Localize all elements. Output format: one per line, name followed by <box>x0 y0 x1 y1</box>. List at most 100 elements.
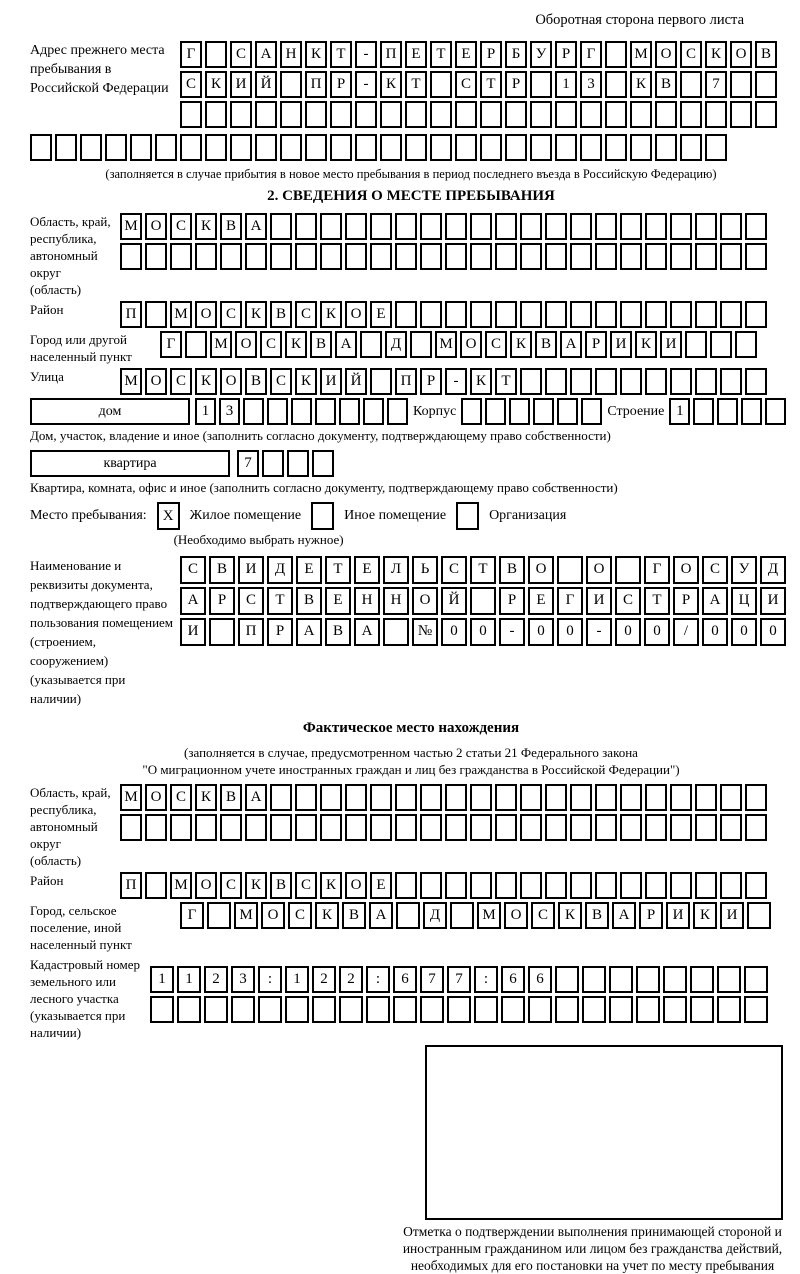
char-cell[interactable] <box>645 213 667 240</box>
char-cell[interactable]: И <box>238 556 264 584</box>
checkbox-other-premises[interactable] <box>311 502 335 530</box>
char-cell[interactable]: 2 <box>312 966 336 993</box>
char-cell[interactable] <box>130 134 152 161</box>
char-cell[interactable]: М <box>120 213 142 240</box>
char-cell[interactable]: К <box>510 331 532 358</box>
char-cell[interactable] <box>205 134 227 161</box>
char-cell[interactable] <box>339 996 363 1023</box>
char-cell[interactable] <box>582 966 606 993</box>
char-cell[interactable] <box>570 213 592 240</box>
char-cell[interactable] <box>395 784 417 811</box>
char-cell[interactable] <box>220 814 242 841</box>
char-cell[interactable]: У <box>731 556 757 584</box>
char-cell[interactable] <box>570 368 592 395</box>
char-cell[interactable] <box>470 213 492 240</box>
char-cell[interactable] <box>495 213 517 240</box>
char-cell[interactable]: К <box>470 368 492 395</box>
char-cell[interactable] <box>680 101 702 128</box>
char-cell[interactable]: О <box>145 368 167 395</box>
char-cell[interactable] <box>285 996 309 1023</box>
char-cell[interactable] <box>695 213 717 240</box>
char-cell[interactable]: С <box>220 872 242 899</box>
char-cell[interactable] <box>545 213 567 240</box>
char-cell[interactable]: Г <box>180 902 204 929</box>
char-cell[interactable] <box>636 966 660 993</box>
char-cell[interactable]: Г <box>160 331 182 358</box>
char-cell[interactable] <box>366 996 390 1023</box>
char-cell[interactable] <box>405 134 427 161</box>
checkbox-residential[interactable]: X <box>156 502 180 530</box>
char-cell[interactable]: Г <box>644 556 670 584</box>
char-cell[interactable]: Е <box>354 556 380 584</box>
char-cell[interactable] <box>420 213 442 240</box>
char-cell[interactable]: 2 <box>204 966 228 993</box>
char-cell[interactable]: 7 <box>420 966 444 993</box>
char-cell[interactable]: Р <box>673 587 699 615</box>
char-cell[interactable] <box>555 996 579 1023</box>
char-cell[interactable]: В <box>325 618 351 646</box>
char-cell[interactable]: М <box>210 331 232 358</box>
char-cell[interactable] <box>270 213 292 240</box>
char-cell[interactable]: С <box>170 213 192 240</box>
char-cell[interactable] <box>744 966 768 993</box>
char-cell[interactable] <box>645 368 667 395</box>
char-cell[interactable] <box>530 71 552 98</box>
char-cell[interactable]: О <box>586 556 612 584</box>
char-cell[interactable] <box>509 398 531 425</box>
char-cell[interactable]: - <box>445 368 467 395</box>
char-cell[interactable]: М <box>170 301 192 328</box>
char-cell[interactable] <box>695 872 717 899</box>
char-cell[interactable] <box>195 814 217 841</box>
char-cell[interactable] <box>670 301 692 328</box>
char-cell[interactable] <box>609 996 633 1023</box>
char-cell[interactable] <box>580 101 602 128</box>
char-cell[interactable]: У <box>530 41 552 68</box>
char-cell[interactable] <box>312 996 336 1023</box>
char-cell[interactable] <box>741 398 763 425</box>
char-cell[interactable]: - <box>355 71 377 98</box>
char-cell[interactable]: К <box>705 41 727 68</box>
char-cell[interactable] <box>745 368 767 395</box>
char-cell[interactable]: К <box>558 902 582 929</box>
char-cell[interactable] <box>180 134 202 161</box>
char-cell[interactable]: Е <box>405 41 427 68</box>
char-cell[interactable] <box>291 398 312 425</box>
char-cell[interactable] <box>445 213 467 240</box>
char-cell[interactable] <box>520 301 542 328</box>
char-cell[interactable] <box>231 996 255 1023</box>
char-cell[interactable] <box>745 814 767 841</box>
char-cell[interactable] <box>663 966 687 993</box>
char-cell[interactable] <box>395 301 417 328</box>
char-cell[interactable] <box>570 243 592 270</box>
char-cell[interactable] <box>695 243 717 270</box>
char-cell[interactable] <box>495 301 517 328</box>
char-cell[interactable] <box>545 243 567 270</box>
char-cell[interactable] <box>245 243 267 270</box>
char-cell[interactable] <box>180 101 202 128</box>
char-cell[interactable]: В <box>655 71 677 98</box>
char-cell[interactable] <box>495 814 517 841</box>
char-cell[interactable] <box>520 368 542 395</box>
char-cell[interactable] <box>605 71 627 98</box>
char-cell[interactable]: 1 <box>285 966 309 993</box>
char-cell[interactable] <box>645 301 667 328</box>
char-cell[interactable] <box>485 398 507 425</box>
char-cell[interactable]: 0 <box>615 618 641 646</box>
char-cell[interactable]: С <box>485 331 507 358</box>
char-cell[interactable]: Е <box>296 556 322 584</box>
char-cell[interactable] <box>295 243 317 270</box>
char-cell[interactable] <box>582 996 606 1023</box>
char-cell[interactable]: О <box>345 872 367 899</box>
char-cell[interactable] <box>145 872 167 899</box>
char-cell[interactable]: В <box>535 331 557 358</box>
char-cell[interactable] <box>370 243 392 270</box>
char-cell[interactable] <box>295 784 317 811</box>
char-cell[interactable] <box>620 301 642 328</box>
char-cell[interactable]: 0 <box>644 618 670 646</box>
char-cell[interactable]: В <box>245 368 267 395</box>
char-cell[interactable]: К <box>295 368 317 395</box>
char-cell[interactable] <box>470 814 492 841</box>
char-cell[interactable] <box>480 134 502 161</box>
char-cell[interactable]: П <box>305 71 327 98</box>
char-cell[interactable] <box>520 814 542 841</box>
